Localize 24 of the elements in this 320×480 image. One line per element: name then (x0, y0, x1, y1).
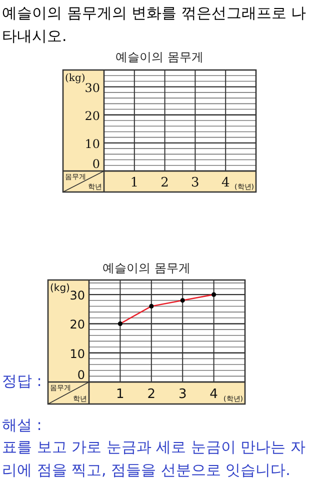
y-tick-label: 20 (70, 318, 85, 332)
y-tick-label: 0 (92, 157, 100, 171)
text: 표를 보고 가로 눈금과 세로 눈금이 만나는 자리에 점을 찍고, 점들을 선분으로 잇습니다. (2, 437, 306, 480)
y-tick-label: 10 (70, 346, 85, 361)
y-tick-label: 20 (84, 108, 100, 123)
x-tick-label: 2 (160, 176, 169, 190)
x-tick-label: 3 (178, 387, 187, 402)
x-tick-label: 1 (116, 387, 124, 402)
x-tick-label: 2 (147, 387, 156, 402)
text: 예슬이의 몸무게의 변화를 꺾은선그래프로 나타내시오. (2, 3, 308, 47)
y-tick-label: 30 (70, 288, 85, 303)
x-tick-label: 1 (130, 176, 139, 190)
text: 정답 : (2, 372, 42, 390)
y-tick-label: 0 (77, 368, 85, 382)
x-tick-label: 4 (210, 387, 218, 402)
chart-title: 예슬이의 몸무게 (102, 261, 190, 275)
y-axis-title: (kg) (65, 73, 86, 84)
y-axis-title: (kg) (50, 283, 70, 294)
chart-title: 예슬이의 몸무게 (116, 50, 204, 64)
y-tick-label: 10 (84, 136, 100, 151)
text: 해설 : (2, 415, 43, 436)
x-tick-label: 4 (221, 176, 230, 190)
x-tick-label: 3 (191, 176, 200, 190)
y-tick-label: 30 (84, 80, 100, 95)
